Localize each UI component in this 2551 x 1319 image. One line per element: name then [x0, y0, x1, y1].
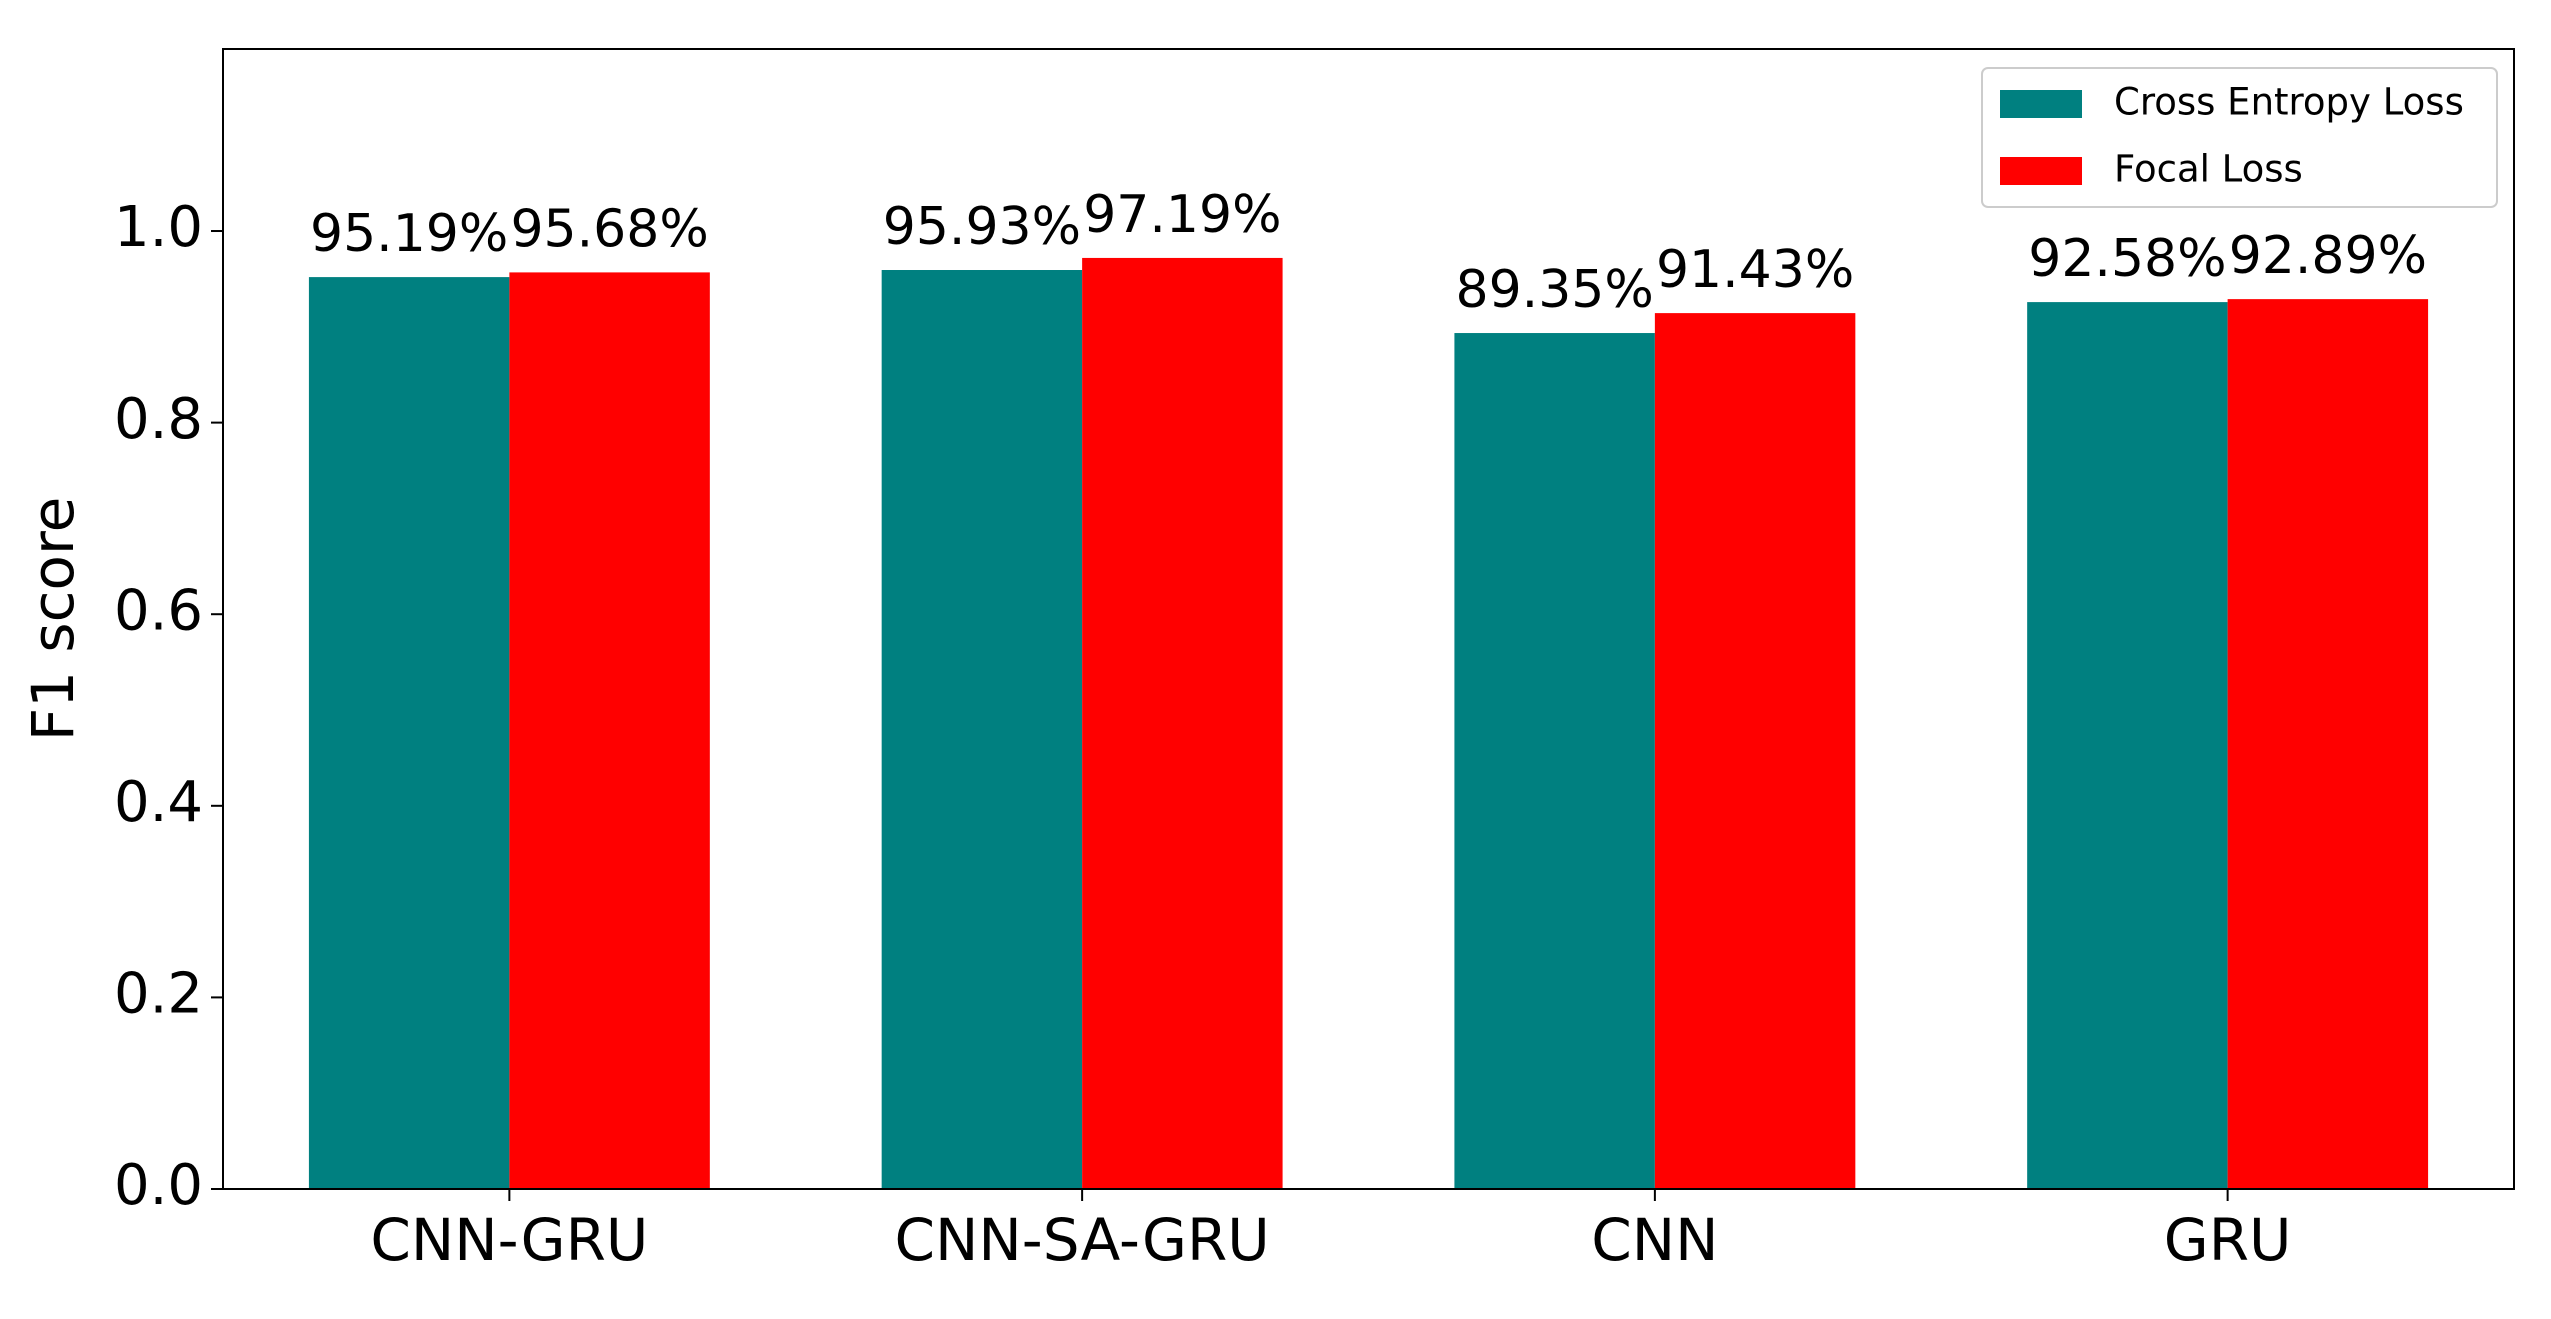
y-tick-label: 0.4	[114, 770, 203, 835]
x-tick-label: CNN-SA-GRU	[895, 1206, 1270, 1274]
value-label: 95.93%	[883, 197, 1081, 257]
value-label: 92.58%	[2028, 229, 2226, 289]
bar	[308, 277, 510, 1189]
y-tick-label: 0.8	[114, 387, 203, 452]
bar	[1082, 257, 1283, 1189]
value-label: 92.89%	[2229, 226, 2427, 286]
value-label: 91.43%	[1656, 240, 1854, 300]
bar	[2227, 299, 2429, 1190]
x-tick-label: CNN-GRU	[370, 1206, 648, 1274]
legend-swatch	[2000, 157, 2082, 185]
y-tick-label: 1.0	[114, 195, 203, 260]
value-label: 97.19%	[1083, 185, 1281, 245]
value-label: 95.68%	[510, 199, 708, 259]
bar	[1654, 313, 1856, 1189]
legend-swatch	[2000, 90, 2082, 118]
value-label: 95.19%	[310, 204, 508, 264]
legend-label: Cross Entropy Loss	[2114, 81, 2464, 124]
y-axis-label: F1 score	[19, 497, 87, 742]
plot-frame	[222, 48, 2515, 1190]
bar	[1454, 333, 1655, 1190]
x-tick-label: GRU	[2164, 1206, 2292, 1274]
legend-label: Focal Loss	[2114, 148, 2303, 191]
y-tick-label: 0.0	[114, 1153, 203, 1218]
bar	[881, 270, 1083, 1189]
legend-box	[1981, 67, 2498, 208]
x-tick-label: CNN	[1591, 1206, 1718, 1274]
bar	[2027, 302, 2228, 1190]
value-label: 89.35%	[1456, 260, 1654, 320]
y-tick-label: 0.2	[114, 962, 203, 1027]
y-tick-label: 0.6	[114, 578, 203, 643]
bar	[509, 272, 710, 1189]
